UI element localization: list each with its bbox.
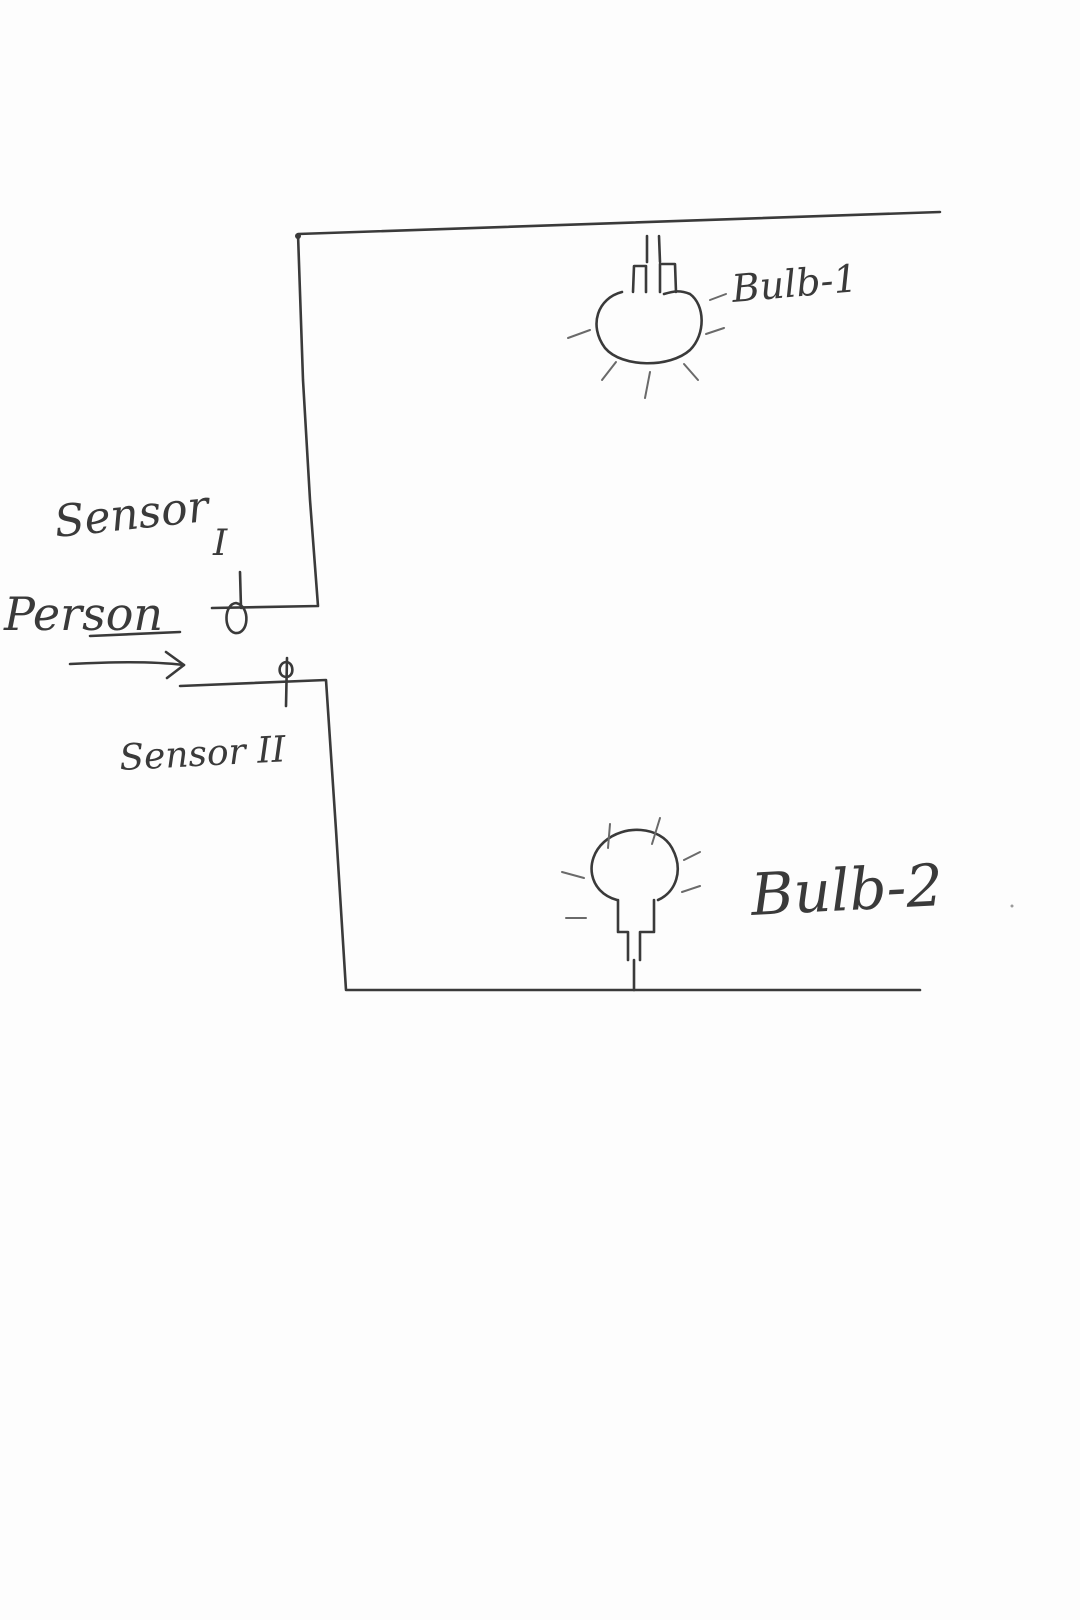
bulb-1-icon (567, 234, 727, 399)
lower-wire (178, 678, 922, 992)
person-label: Person (3, 587, 163, 641)
person-underline (88, 630, 182, 638)
upper-wire-corner-dot (295, 233, 301, 239)
sensor-1-label: Sensor (52, 481, 214, 548)
sensor-1-symbol (225, 570, 248, 635)
stray-dot (1010, 904, 1014, 908)
sensor-2-label: Sensor II (118, 729, 287, 779)
person-arrow (68, 650, 186, 680)
sensor-1-numeral: I (212, 523, 228, 564)
upper-wire (210, 210, 942, 610)
bulb-1-label: Bulb-1 (729, 256, 859, 311)
bulb-2-icon (561, 817, 701, 992)
sensor-2-symbol (278, 656, 294, 708)
bulb-2-label: Bulb-2 (748, 851, 944, 929)
